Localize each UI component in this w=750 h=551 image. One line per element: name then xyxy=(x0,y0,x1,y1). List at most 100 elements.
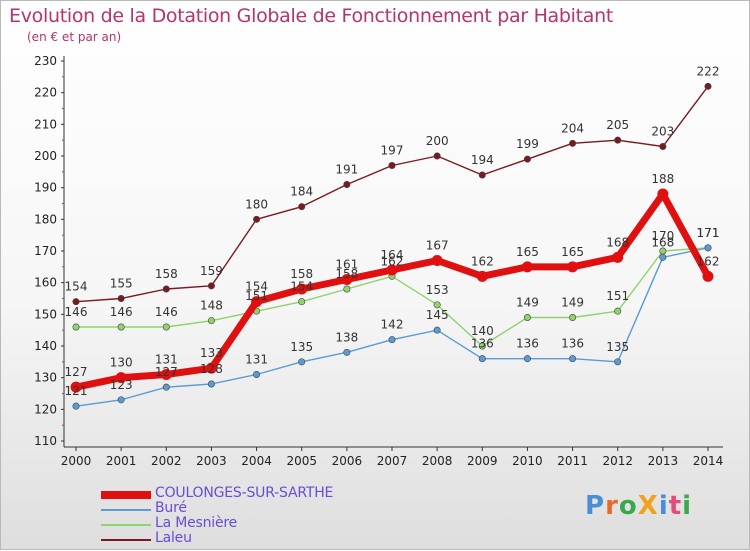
x-tick-label: 2009 xyxy=(467,454,498,468)
legend-label: La Mesnière xyxy=(155,515,238,531)
page-title: Evolution de la Dotation Globale de Fonc… xyxy=(9,5,614,27)
data-point-laleu xyxy=(253,215,261,223)
data-point-coulonges xyxy=(341,274,353,285)
y-tick-label: 200 xyxy=(34,149,57,163)
data-label-laleu: 158 xyxy=(155,267,178,281)
data-label-bure: 135 xyxy=(290,340,313,354)
data-label-bure: 131 xyxy=(245,353,268,367)
data-label-coulonges: 133 xyxy=(200,346,223,360)
data-label-bure: 127 xyxy=(155,365,178,379)
data-point-bure xyxy=(388,336,396,344)
data-label-bure: 138 xyxy=(335,330,358,344)
data-label-bure: 142 xyxy=(381,318,404,332)
data-point-la-mesniere xyxy=(117,323,125,331)
y-tick-label: 190 xyxy=(34,181,57,195)
data-point-bure xyxy=(343,348,351,356)
data-label-laleu: 194 xyxy=(471,153,494,167)
legend-label: COULONGES-SUR-SARTHE xyxy=(155,485,334,501)
data-label-la-mesniere: 146 xyxy=(155,305,178,319)
y-tick-label: 120 xyxy=(34,402,57,416)
y-tick-label: 180 xyxy=(34,212,57,226)
legend-swatch xyxy=(101,524,151,526)
data-point-la-mesniere xyxy=(207,317,215,325)
data-point-bure xyxy=(207,380,215,388)
data-point-bure xyxy=(523,355,531,363)
data-point-bure xyxy=(298,358,306,366)
data-point-coulonges xyxy=(251,296,263,308)
data-point-bure xyxy=(659,253,667,261)
proxiti-logo: ProXiti xyxy=(585,491,692,521)
data-point-bure xyxy=(614,358,622,366)
logo-letter: t xyxy=(668,491,683,521)
data-label-la-mesniere: 153 xyxy=(426,283,449,297)
data-point-laleu xyxy=(72,298,80,306)
data-point-coulonges xyxy=(521,261,533,273)
data-point-laleu xyxy=(523,155,531,163)
x-tick-label: 2011 xyxy=(557,454,588,468)
logo-letter: i xyxy=(682,491,693,521)
data-point-coulonges xyxy=(567,261,579,273)
data-point-la-mesniere xyxy=(72,323,80,331)
data-point-coulonges xyxy=(657,188,669,200)
data-point-laleu xyxy=(388,162,396,170)
data-label-coulonges: 127 xyxy=(65,365,88,379)
data-label-laleu: 184 xyxy=(290,185,313,199)
data-point-laleu xyxy=(207,282,215,290)
data-label-la-mesniere: 140 xyxy=(471,324,494,338)
data-label-laleu: 205 xyxy=(606,118,629,132)
x-tick-label: 2000 xyxy=(61,454,92,468)
legend-label: Buré xyxy=(155,500,187,516)
data-label-la-mesniere: 148 xyxy=(200,299,223,313)
data-point-coulonges xyxy=(612,251,624,263)
x-tick-label: 2013 xyxy=(648,454,679,468)
data-label-bure: 136 xyxy=(516,337,539,351)
data-label-la-mesniere: 149 xyxy=(561,296,584,310)
data-label-la-mesniere: 151 xyxy=(606,289,629,303)
data-point-coulonges xyxy=(476,270,488,282)
data-label-laleu: 222 xyxy=(697,64,720,78)
x-tick-label: 2006 xyxy=(332,454,363,468)
data-point-laleu xyxy=(659,143,667,151)
logo-letter: P xyxy=(585,491,606,521)
y-tick-label: 220 xyxy=(34,86,57,100)
data-point-la-mesniere xyxy=(569,313,577,321)
data-label-coulonges: 188 xyxy=(651,172,674,186)
data-label-laleu: 155 xyxy=(110,277,133,291)
x-tick-label: 2003 xyxy=(196,454,227,468)
page-subtitle: (en € et par an) xyxy=(27,30,122,44)
data-label-bure: 135 xyxy=(606,340,629,354)
data-point-la-mesniere xyxy=(433,301,441,309)
data-label-laleu: 159 xyxy=(200,264,223,278)
legend-swatch xyxy=(101,539,151,541)
data-point-la-mesniere xyxy=(614,307,622,315)
data-label-bure: 136 xyxy=(471,337,494,351)
data-label-la-mesniere: 146 xyxy=(110,305,133,319)
y-tick-label: 170 xyxy=(34,244,57,258)
legend-label: Laleu xyxy=(155,530,192,546)
data-point-coulonges xyxy=(386,264,398,276)
data-label-bure: 136 xyxy=(561,337,584,351)
legend-swatch xyxy=(101,509,151,511)
x-tick-label: 2005 xyxy=(286,454,317,468)
data-point-la-mesniere xyxy=(478,342,486,350)
data-label-coulonges: 167 xyxy=(426,239,449,253)
y-tick-label: 140 xyxy=(34,339,57,353)
data-label-laleu: 204 xyxy=(561,121,584,135)
data-point-laleu xyxy=(433,152,441,160)
data-point-coulonges xyxy=(702,270,714,282)
data-point-coulonges xyxy=(70,381,82,393)
data-label-la-mesniere: 154 xyxy=(290,280,313,294)
data-label-laleu: 180 xyxy=(245,197,268,211)
data-label-la-mesniere: 151 xyxy=(245,289,268,303)
x-tick-label: 2002 xyxy=(151,454,182,468)
data-label-la-mesniere: 162 xyxy=(381,254,404,268)
data-label-coulonges: 131 xyxy=(155,353,178,367)
data-label-laleu: 199 xyxy=(516,137,539,151)
x-tick-label: 2004 xyxy=(241,454,272,468)
data-label-laleu: 191 xyxy=(335,163,358,177)
data-point-coulonges xyxy=(431,255,443,266)
data-label-coulonges: 168 xyxy=(606,235,629,249)
data-point-bure xyxy=(569,355,577,363)
data-point-laleu xyxy=(478,171,486,179)
